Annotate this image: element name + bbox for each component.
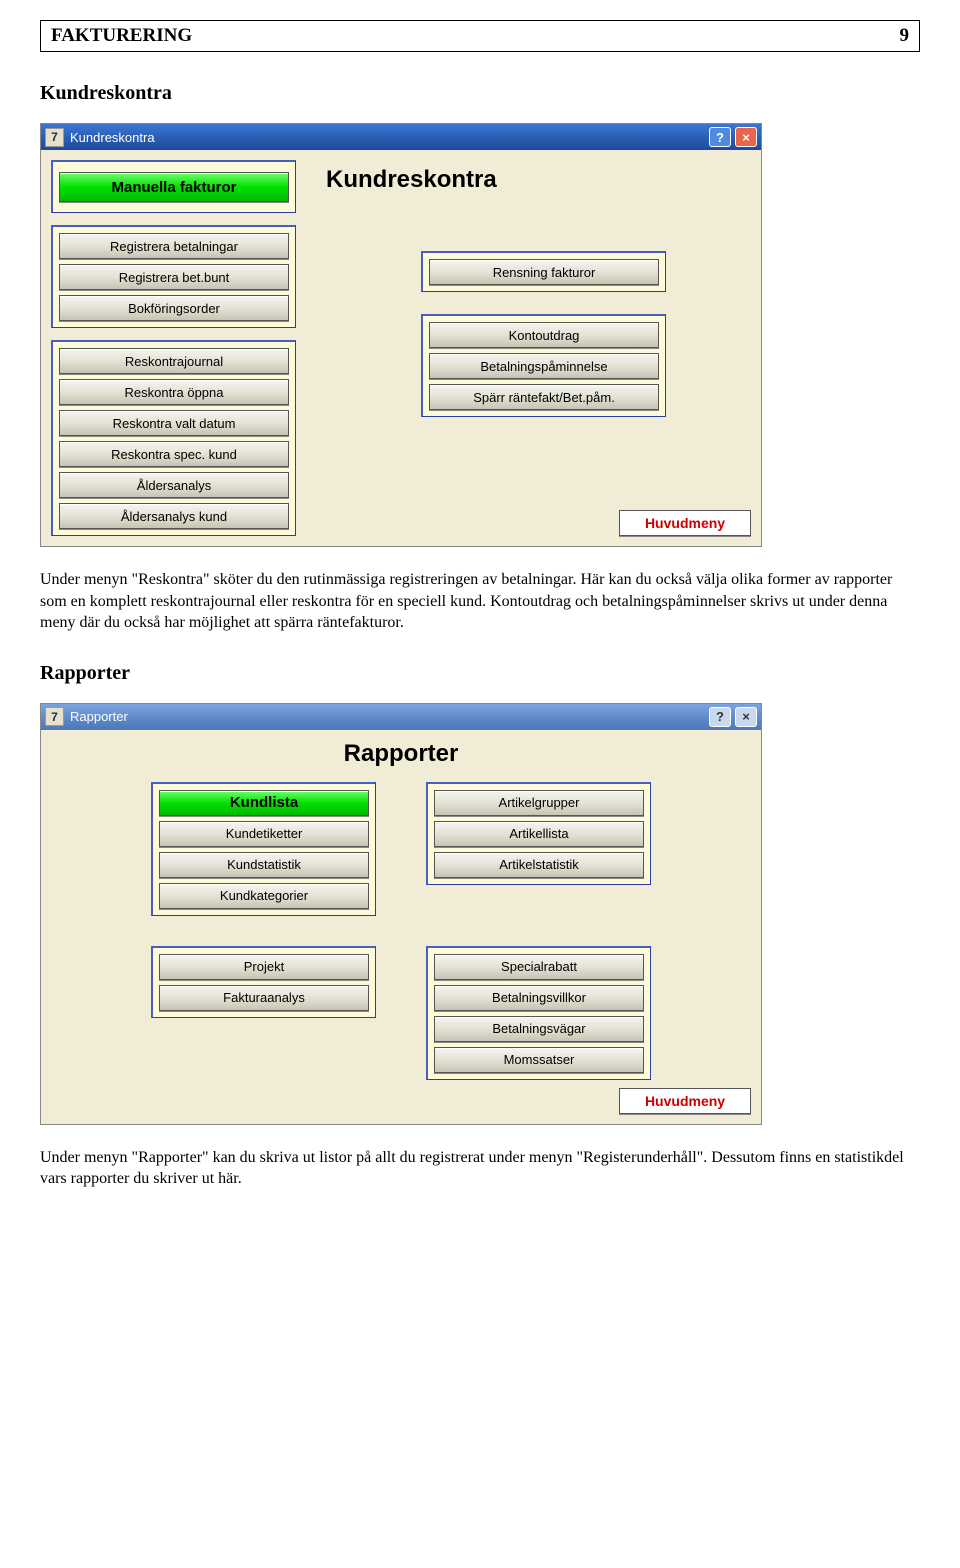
paragraph-1: Under menyn "Reskontra" sköter du den ru… [40,569,920,634]
menu-button[interactable]: Betalningsvägar [434,1016,644,1042]
manuella-fakturor-button[interactable]: Manuella fakturor [59,172,289,202]
kundkategorier-button[interactable]: Kundkategorier [159,883,369,909]
window-title: Kundreskontra [70,130,705,145]
group-artikel: Artikelgrupper Artikellista Artikelstatist… [426,782,651,885]
menu-button[interactable]: Registrera betalningar [59,233,289,259]
group-special: Specialrabatt Betalningsvillkor Betalnings… [426,946,651,1080]
menu-button[interactable]: Artikelstatistik [434,852,644,878]
section-heading-rapporter: Rapporter [40,662,920,685]
document-header: FAKTURERING 9 [40,20,920,52]
menu-button[interactable]: Registrera bet.bunt [59,264,289,290]
huvudmeny-button[interactable]: Huvudmeny [619,510,751,536]
kundstatistik-button[interactable]: Kundstatistik [159,852,369,878]
menu-button[interactable]: Artikellista [434,821,644,847]
group-top: Manuella fakturor [51,160,296,213]
paragraph-2: Under menyn "Rapporter" kan du skriva ut… [40,1147,920,1190]
kundetiketter-button[interactable]: Kundetiketter [159,821,369,847]
huvudmeny-button[interactable]: Huvudmeny [619,1088,751,1114]
group-projekt: Projekt Fakturaanalys [151,946,376,1018]
group-rensning: Rensning fakturor [421,251,666,292]
window-body: Rapporter Kundlista Kundetiketter Kundst… [41,730,761,1124]
window-rapporter: 7 Rapporter ? × Rapporter Kundlista Kund… [40,703,762,1125]
panel-title: Rapporter [344,740,459,767]
window-kundreskontra: 7 Kundreskontra ? × Manuella fakturor Ku… [40,123,762,547]
menu-button[interactable]: Åldersanalys kund [59,503,289,529]
menu-button[interactable]: Reskontra öppna [59,379,289,405]
menu-button[interactable]: Kontoutdrag [429,322,659,348]
help-button[interactable]: ? [709,707,731,727]
menu-button[interactable]: Betalningspåminnelse [429,353,659,379]
window-body: Manuella fakturor Kundreskontra Registre… [41,150,761,546]
menu-button[interactable]: Åldersanalys [59,472,289,498]
menu-button[interactable]: Artikelgrupper [434,790,644,816]
menu-button[interactable]: Reskontra valt datum [59,410,289,436]
menu-button[interactable]: Momssatser [434,1047,644,1073]
menu-button[interactable]: Specialrabatt [434,954,644,980]
menu-button[interactable]: Fakturaanalys [159,985,369,1011]
menu-button[interactable]: Rensning fakturor [429,259,659,285]
page-number: 9 [900,25,910,47]
menu-button[interactable]: Projekt [159,954,369,980]
menu-button[interactable]: Betalningsvillkor [434,985,644,1011]
section-heading-kundreskontra: Kundreskontra [40,82,920,105]
kundlista-button[interactable]: Kundlista [159,790,369,816]
doc-title: FAKTURERING [51,25,192,47]
close-button[interactable]: × [735,707,757,727]
panel-title: Kundreskontra [326,166,497,194]
titlebar: 7 Rapporter ? × [41,704,761,730]
group-reskontra: Reskontrajournal Reskontra öppna Reskontra… [51,340,296,536]
app-icon: 7 [45,707,64,726]
menu-button[interactable]: Bokföringsorder [59,295,289,321]
menu-button[interactable]: Reskontra spec. kund [59,441,289,467]
titlebar: 7 Kundreskontra ? × [41,124,761,150]
window-title: Rapporter [70,709,705,724]
group-register: Registrera betalningar Registrera bet.bun… [51,225,296,328]
close-button[interactable]: × [735,127,757,147]
menu-button[interactable]: Reskontrajournal [59,348,289,374]
group-kund: Kundlista Kundetiketter Kundstatistik Ku… [151,782,376,916]
menu-button[interactable]: Spärr räntefakt/Bet.påm. [429,384,659,410]
group-konto: Kontoutdrag Betalningspåminnelse Spärr rän… [421,314,666,417]
app-icon: 7 [45,128,64,147]
help-button[interactable]: ? [709,127,731,147]
